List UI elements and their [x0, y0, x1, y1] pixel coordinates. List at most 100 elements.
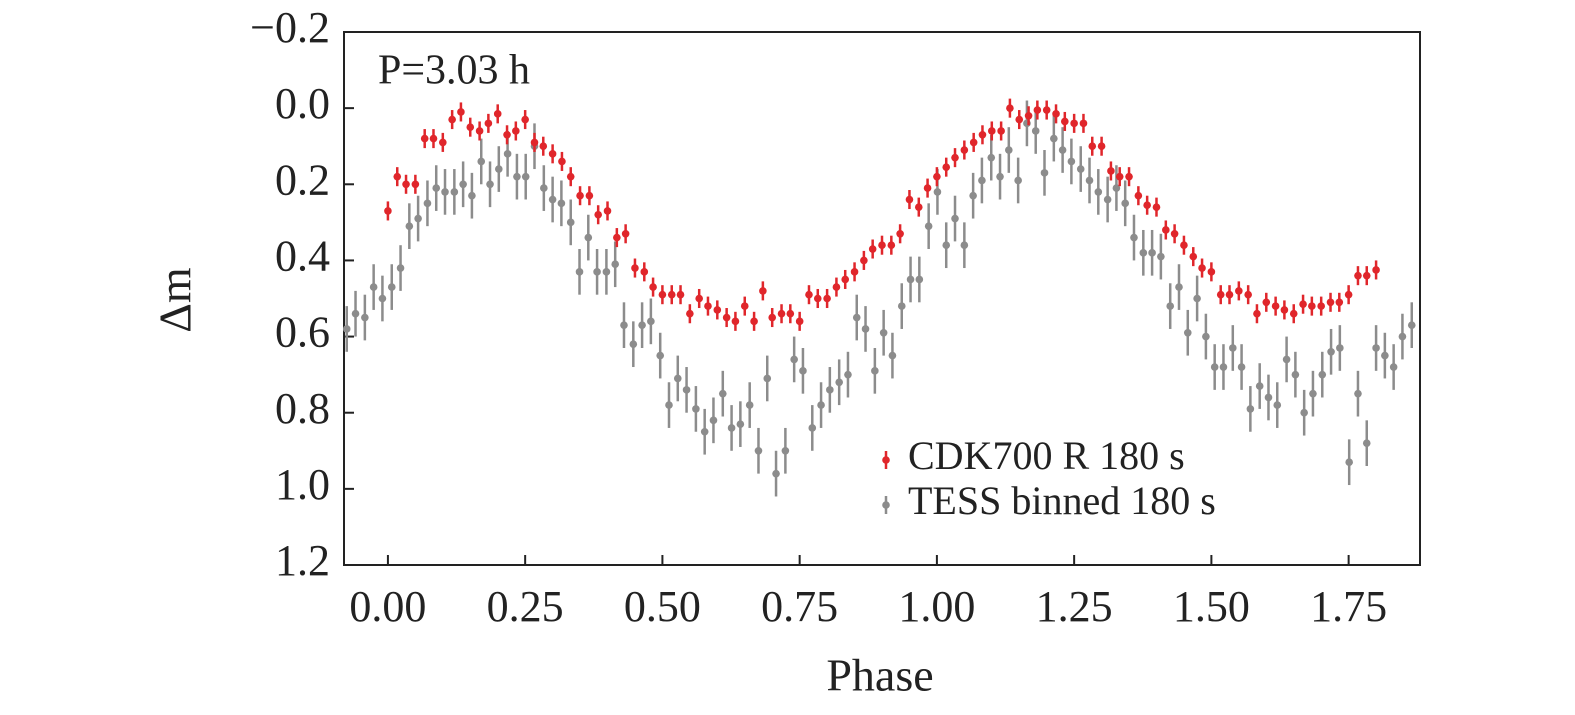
data-point: [1210, 363, 1219, 371]
data-point: [457, 108, 465, 116]
data-point: [387, 283, 396, 291]
x-tick-label: 1.75: [1310, 582, 1387, 631]
data-point: [700, 427, 709, 436]
y-tick-label: 0.4: [275, 232, 330, 281]
y-tick-label: 0.8: [275, 384, 330, 433]
data-point: [1255, 382, 1264, 390]
data-point: [1309, 389, 1317, 398]
data-point: [1407, 321, 1416, 329]
data-point: [1148, 249, 1156, 257]
data-point: [731, 317, 740, 326]
data-point: [823, 294, 831, 303]
data-point: [1225, 290, 1234, 299]
data-point: [1372, 266, 1380, 274]
data-point: [1345, 458, 1353, 467]
data-point: [817, 401, 825, 409]
data-point: [1121, 199, 1129, 208]
data-point: [1300, 408, 1308, 417]
data-point: [539, 142, 548, 151]
data-point: [832, 283, 841, 291]
data-point: [781, 446, 790, 455]
data-point: [1381, 351, 1389, 360]
data-point: [718, 389, 727, 398]
x-tick-label: 0.50: [624, 582, 701, 631]
data-point: [896, 229, 904, 238]
data-point: [503, 130, 511, 139]
data-point: [987, 127, 996, 135]
data-point: [1216, 290, 1225, 299]
data-point: [740, 302, 749, 310]
data-point: [942, 241, 951, 249]
data-point: [1042, 106, 1051, 114]
data-point: [495, 165, 503, 173]
data-point: [808, 424, 817, 432]
data-point: [1389, 363, 1398, 371]
data-point: [1052, 110, 1060, 118]
data-point: [709, 416, 718, 425]
data-point: [1335, 298, 1344, 307]
data-point: [1289, 309, 1298, 318]
data-point: [477, 157, 486, 166]
data-point: [951, 153, 959, 162]
data-point: [1033, 106, 1042, 114]
data-point: [369, 283, 378, 291]
data-point: [1107, 167, 1115, 175]
data-point: [351, 309, 360, 318]
data-point: [835, 378, 843, 387]
data-point: [754, 446, 763, 455]
x-tick-label: 0.25: [487, 582, 564, 631]
data-point: [1336, 344, 1344, 352]
data-point: [897, 302, 906, 310]
data-point: [1326, 298, 1335, 307]
data-point: [548, 195, 557, 204]
data-point: [978, 130, 987, 139]
data-point: [1014, 176, 1022, 185]
data-point: [1006, 104, 1014, 112]
data-point: [826, 386, 834, 394]
data-point: [448, 115, 456, 124]
data-point: [841, 275, 850, 284]
data-point: [1050, 134, 1058, 143]
data-point: [521, 172, 530, 181]
data-point: [1253, 309, 1261, 318]
data-point: [969, 191, 977, 200]
data-point: [393, 172, 402, 181]
data-point: [1317, 302, 1325, 310]
data-point: [686, 309, 694, 318]
data-point: [1228, 344, 1237, 352]
data-point: [475, 127, 484, 135]
data-point: [1237, 363, 1246, 371]
data-point: [1299, 300, 1307, 309]
data-point: [1244, 290, 1252, 299]
data-point: [631, 264, 639, 272]
data-point: [638, 321, 646, 329]
data-point: [704, 302, 712, 310]
data-point: [486, 180, 494, 189]
data-point: [852, 313, 861, 322]
data-point: [923, 184, 932, 192]
data-point: [468, 191, 476, 200]
data-point: [722, 313, 731, 322]
data-point: [745, 401, 754, 409]
data-point: [673, 374, 682, 383]
data-point: [1139, 249, 1148, 257]
data-point: [1246, 405, 1255, 413]
y-tick-label: 0.0: [275, 79, 330, 128]
data-point: [1152, 203, 1161, 211]
data-point: [665, 401, 673, 409]
data-point: [1344, 290, 1353, 299]
data-point: [1166, 302, 1175, 310]
legend-marker: [882, 501, 890, 509]
data-point: [1103, 195, 1112, 204]
data-point: [799, 367, 807, 375]
data-point: [1362, 271, 1371, 280]
data-point: [1354, 389, 1362, 398]
data-point: [960, 241, 969, 249]
data-point: [1183, 328, 1192, 337]
y-tick-label: 0.2: [275, 155, 330, 204]
data-point: [1076, 165, 1085, 173]
y-tick-label: −0.2: [250, 3, 330, 52]
data-point: [915, 275, 924, 284]
data-point: [713, 306, 722, 314]
data-point: [1061, 117, 1069, 126]
